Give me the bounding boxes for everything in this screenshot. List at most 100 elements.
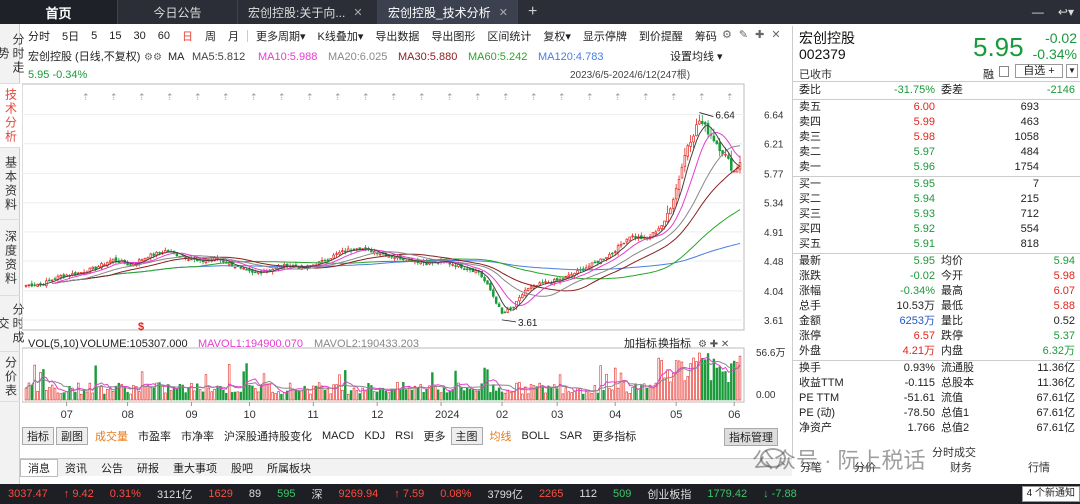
vol-icons[interactable]: ⚙ ✚ ✕: [698, 339, 729, 350]
draw-icon[interactable]: ✎: [738, 29, 749, 41]
indicator-tab[interactable]: SAR: [559, 430, 583, 442]
indicator-tab[interactable]: 主图: [450, 427, 483, 445]
indicator-tab[interactable]: 更多指标: [592, 431, 637, 443]
candle-body: [326, 259, 330, 262]
volume-bar: [521, 393, 524, 401]
volume-bar: [686, 376, 689, 401]
left-nav-item[interactable]: 分时成交: [0, 296, 25, 352]
volume-bar: [622, 382, 626, 401]
left-nav-item[interactable]: 分时走势: [0, 24, 25, 84]
volume-bar: [111, 390, 115, 401]
chart-area[interactable]: 宏创控股 (日线,不复权) ⚙⚙ MA MA5:5.812 MA10:5.988…: [21, 46, 790, 456]
indicator-tab[interactable]: 更多: [423, 431, 446, 443]
tab-finance[interactable]: 财务: [950, 462, 972, 474]
toolbar-item[interactable]: 导出图形: [431, 31, 476, 43]
quote-row: 卖五 6.00 693: [793, 100, 1080, 115]
switch-indicator-button[interactable]: 换指标: [658, 336, 691, 350]
tab-market[interactable]: 行情: [1028, 462, 1050, 474]
chevron-down-icon[interactable]: ▼: [1066, 64, 1078, 78]
tab-price-dist[interactable]: 分价: [854, 462, 876, 474]
bottom-tab[interactable]: 资讯: [65, 462, 87, 475]
bottom-tab[interactable]: 公告: [101, 462, 123, 475]
volume-bar: [663, 377, 666, 401]
toolbar-item[interactable]: 60: [157, 30, 170, 42]
indicator-tab[interactable]: KDJ: [364, 430, 386, 442]
toolbar-item[interactable]: 到价提醒: [638, 31, 683, 43]
volume-bar: [196, 383, 199, 401]
toolbar-item[interactable]: 导出数据: [375, 31, 420, 43]
close-icon[interactable]: ✕: [353, 6, 363, 19]
toolbar-item[interactable]: 15: [109, 30, 122, 42]
indicator-tab[interactable]: 成交量: [95, 431, 128, 443]
left-nav-item[interactable]: 分价表: [0, 352, 20, 402]
candle-body: [195, 259, 199, 262]
indicator-tab[interactable]: 市盈率: [138, 431, 171, 443]
volume-bar: [100, 385, 103, 401]
bottom-tab[interactable]: 股吧: [231, 462, 253, 475]
zoom-out-icon[interactable]: ✕: [771, 29, 781, 41]
gear-icon[interactable]: ⚙⚙: [144, 52, 162, 63]
bid-volume: 712: [1020, 208, 1039, 220]
kline-chart[interactable]: 宏创控股 (日线,不复权) ⚙⚙ MA MA5:5.812 MA10:5.988…: [21, 46, 790, 428]
toolbar-item[interactable]: 区间统计: [487, 31, 532, 43]
candle-body: [492, 289, 495, 297]
toolbar-item[interactable]: 5日: [62, 31, 80, 43]
tab-technical-analysis[interactable]: 宏创控股_技术分析 ✕: [378, 0, 518, 24]
indicator-tab[interactable]: MACD: [322, 430, 355, 442]
tab-notice-detail[interactable]: 宏创控股:关于向... ✕: [238, 0, 378, 24]
sz-down-count: 509: [612, 488, 632, 500]
settings-icon[interactable]: ⚙: [722, 29, 732, 41]
indicator-tab[interactable]: BOLL: [521, 430, 550, 442]
volume-bar: [85, 391, 89, 401]
toolbar-item[interactable]: 显示停牌: [582, 31, 627, 43]
back-icon[interactable]: ↩▾: [1057, 5, 1074, 19]
tab-tick-trades[interactable]: 分时成交: [932, 447, 976, 459]
volume-bar: [515, 382, 518, 401]
margin-checkbox[interactable]: [999, 66, 1009, 77]
add-tab-button[interactable]: +: [528, 3, 538, 20]
tab-home[interactable]: 首页: [0, 0, 118, 24]
bottom-tab[interactable]: 重大事项: [173, 462, 217, 475]
minimize-icon[interactable]: —: [1031, 5, 1044, 19]
weicha-label: 委差: [941, 84, 963, 96]
volume-bar: [570, 392, 573, 401]
toolbar-item[interactable]: 筹码: [694, 31, 717, 43]
toolbar-item[interactable]: 分时: [28, 31, 50, 43]
indicator-tab[interactable]: 副图: [56, 427, 88, 445]
bottom-tab[interactable]: 所属板块: [267, 462, 311, 475]
tab-announcement[interactable]: 今日公告: [118, 0, 238, 24]
close-icon[interactable]: ✕: [498, 6, 508, 19]
tab-tick[interactable]: 分笔: [800, 462, 822, 474]
left-nav-item[interactable]: 技术分析: [0, 84, 20, 148]
toolbar-item[interactable]: 5: [91, 30, 98, 42]
indicator-tab[interactable]: RSI: [395, 430, 414, 442]
volume-bar: [187, 387, 190, 401]
left-nav-item[interactable]: 基本资料: [0, 148, 20, 220]
toolbar-item[interactable]: 月: [228, 31, 239, 43]
notification-button[interactable]: 4 个新通知: [1021, 486, 1080, 502]
ask-price: 5.99: [913, 116, 935, 128]
toolbar-item[interactable]: 周: [205, 31, 216, 43]
bottom-tab[interactable]: 消息: [20, 458, 58, 477]
add-watchlist-button[interactable]: 自选 +: [1015, 64, 1063, 78]
left-nav-item[interactable]: 深度资料: [0, 220, 20, 296]
quote-row: PE (动) -78.50 总值1 67.61亿: [793, 406, 1080, 421]
add-indicator-button[interactable]: 加指标: [624, 336, 657, 350]
indicator-tab[interactable]: 指标: [22, 427, 54, 445]
indicator-manager-button[interactable]: 指标管理: [724, 428, 778, 446]
toolbar-item[interactable]: 日: [182, 31, 193, 43]
zoom-in-icon[interactable]: ✚: [755, 29, 765, 41]
bottom-tab[interactable]: 研报: [137, 462, 159, 475]
bid-price: 5.92: [913, 223, 935, 235]
candle-body: [114, 257, 118, 262]
toolbar-item[interactable]: 复权▾: [543, 31, 571, 43]
indicator-tab[interactable]: 沪深股通持股变化: [224, 431, 312, 443]
set-ma-button[interactable]: 设置均线 ▾: [670, 49, 723, 63]
toolbar-item[interactable]: 30: [133, 30, 146, 42]
indicator-tab[interactable]: 均线: [489, 431, 512, 443]
indicator-tab[interactable]: 市净率: [181, 431, 214, 443]
volume-bar: [233, 391, 237, 401]
volume-bar: [506, 389, 510, 401]
toolbar-item[interactable]: K线叠加▾: [317, 31, 364, 43]
toolbar-item[interactable]: 更多周期▾: [256, 31, 306, 43]
